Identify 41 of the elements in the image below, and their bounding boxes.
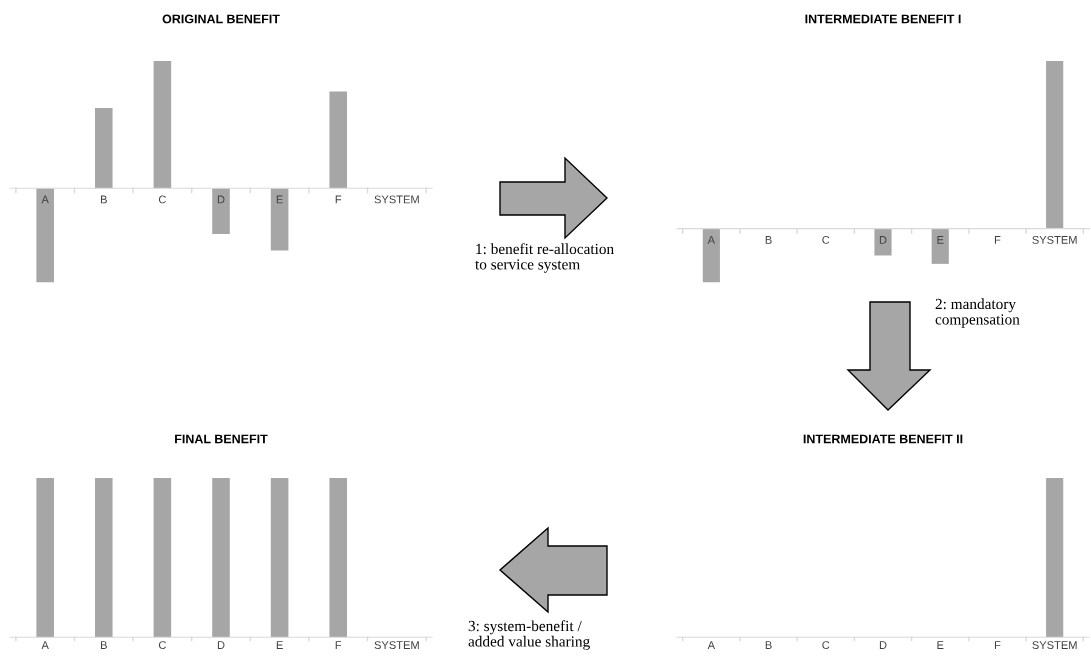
x-tick-label: SYSTEM [1032,641,1077,649]
x-tick-label: B [765,641,772,649]
x-tick-label: F [335,641,342,649]
bar [270,188,289,251]
x-tick-label: SYSTEM [1032,235,1077,244]
x-tick-label: E [276,641,283,649]
x-tick-label: E [937,641,944,649]
bar [36,188,54,283]
bar [212,188,230,234]
chart-title: INTERMEDIATE BENEFIT I [805,14,961,24]
x-tick-label: A [707,641,716,649]
x-tick-label: F [994,236,1001,244]
chart-title: FINAL BENEFIT [175,434,268,444]
text: 3: system-benefit / added value sharing [468,620,590,650]
x-tick-label: D [879,236,887,244]
chart-title: ORIGINAL BENEFIT [162,14,280,24]
bar [94,108,113,189]
x-tick-label: A [707,236,716,244]
x-tick-label: D [217,195,225,204]
x-tick-label: D [879,641,887,649]
x-tick-label: B [100,195,107,204]
x-tick-label: F [994,641,1001,649]
x-tick-label: B [765,236,772,244]
x-tick-label: E [276,195,283,204]
text: 2: mandatory compensation [935,298,1020,328]
bar [153,61,172,189]
bar [329,91,348,189]
x-tick-label: A [41,641,49,649]
x-tick-label: E [937,236,944,244]
x-tick-label: F [335,195,342,204]
x-tick-label: D [217,641,225,649]
x-tick-label: SYSTEM [374,195,419,204]
x-tick-label: C [822,641,830,649]
x-tick-label: B [100,641,107,649]
x-tick-label: C [158,195,166,204]
chart-title: INTERMEDIATE BENEFIT II [803,434,963,444]
text: 1: benefit re-allocation to service system [475,243,614,273]
x-tick-label: C [822,235,830,244]
x-tick-label: C [158,641,166,649]
x-tick-label: A [41,195,49,204]
x-tick-label: SYSTEM [374,641,419,649]
